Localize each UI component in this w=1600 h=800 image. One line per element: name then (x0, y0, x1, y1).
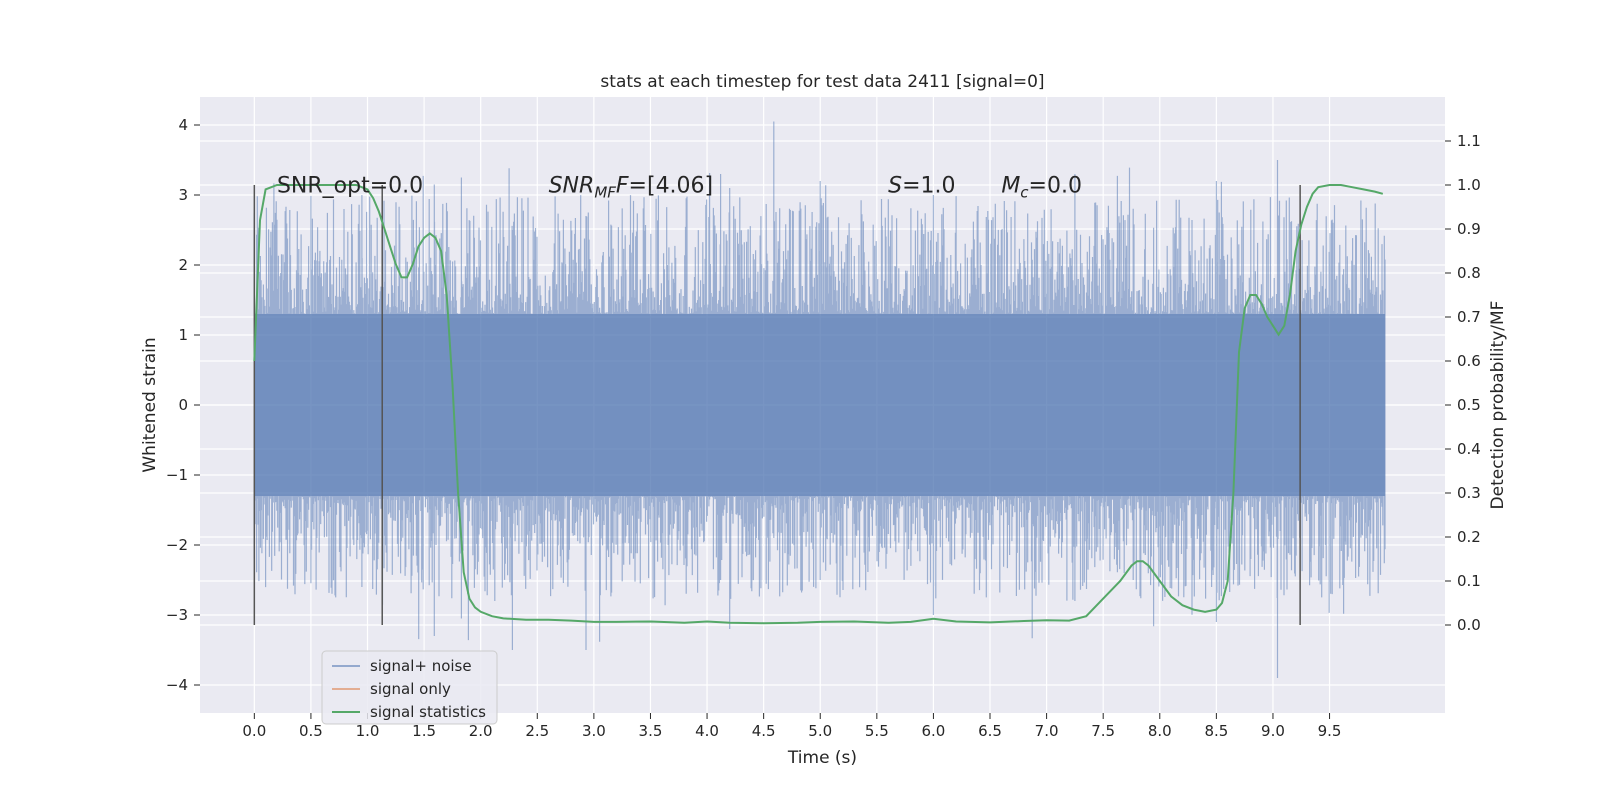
series-signal-statistics (253, 184, 1384, 625)
x-tick-label: 1.5 (412, 722, 436, 740)
y-right-tick-label: 0.0 (1457, 616, 1481, 634)
y-left-tick-label: −1 (166, 466, 188, 484)
y-right-tick-label: 0.9 (1457, 220, 1481, 238)
series-signal-plus-noise (253, 121, 1386, 678)
legend-label: signal+ noise (370, 657, 472, 675)
x-tick-label: 4.5 (752, 722, 776, 740)
y-left-tick-label: 3 (178, 186, 188, 204)
x-tick-label: 6.0 (921, 722, 945, 740)
x-tick-label: 5.5 (865, 722, 889, 740)
annotation-main: S (888, 174, 902, 199)
y-left-tick-label: 1 (178, 326, 188, 344)
y-left-tick-label: 4 (178, 116, 188, 134)
x-tick-label: 9.5 (1318, 722, 1342, 740)
annotation-tail: =0.0 (1029, 174, 1082, 199)
vertical-markers (253, 185, 1301, 625)
y-right-tick-label: 0.5 (1457, 396, 1481, 414)
y-left-tick-label: 2 (178, 256, 188, 274)
x-axis-label: Time (s) (787, 748, 857, 768)
legend-label: signal statistics (370, 703, 486, 721)
y-right-tick-label: 0.6 (1457, 352, 1481, 370)
annotations: SNR_opt=0.0 SNRMFF=[4.06] S=1.0 Mc=0.0 (277, 174, 1082, 202)
annotation-text: S=1.0 (888, 174, 955, 199)
y-axis-right-ticks: 1.1 1.0 0.9 0.8 0.7 0.6 0.5 0.4 0.3 0.2 0.1 0.0 (1445, 132, 1481, 634)
y-right-tick-label: 1.1 (1457, 132, 1481, 150)
y-axis-left-ticks: 4 3 2 1 0 −1 −2 −3 −4 (166, 116, 200, 694)
x-tick-label: 0.0 (242, 722, 266, 740)
y-right-tick-label: 0.2 (1457, 528, 1481, 546)
annotation-subscript: c (1020, 184, 1029, 202)
legend: signal+ noise signal only signal statistic… (321, 650, 498, 725)
x-tick-label: 2.5 (525, 722, 549, 740)
legend-box (321, 650, 498, 725)
annotation-tail: =[4.06] (629, 174, 714, 199)
annotation-italic-f: F (616, 174, 629, 199)
y-right-tick-label: 0.4 (1457, 440, 1481, 458)
y-right-tick-label: 0.7 (1457, 308, 1481, 326)
annotation-text: Mc=0.0 (1001, 174, 1082, 202)
y-left-tick-label: −4 (166, 676, 188, 694)
x-tick-label: 9.0 (1261, 722, 1285, 740)
x-tick-label: 7.5 (1091, 722, 1115, 740)
x-tick-label: 1.0 (356, 722, 380, 740)
annotation-main: M (1001, 174, 1020, 199)
y-axis-left-label: Whitened strain (140, 337, 160, 472)
y-right-tick-label: 0.1 (1457, 572, 1481, 590)
y-left-tick-label: −2 (166, 536, 188, 554)
x-tick-label: 0.5 (299, 722, 323, 740)
y-right-tick-label: 0.3 (1457, 484, 1481, 502)
x-tick-label: 8.0 (1148, 722, 1172, 740)
x-tick-label: 3.5 (639, 722, 663, 740)
x-tick-label: 7.0 (1035, 722, 1059, 740)
x-tick-label: 8.5 (1204, 722, 1228, 740)
y-left-tick-label: −3 (166, 606, 188, 624)
signal-statistics-line (253, 184, 1384, 625)
annotation-main: SNR (549, 174, 595, 199)
x-axis-ticks: 0.0 0.5 1.0 1.5 2.0 2.5 3.0 3.5 4.0 4.5 5.0 5.5 6.0 6… (242, 713, 1341, 740)
x-tick-label: 5.0 (808, 722, 832, 740)
y-axis-right-label: Detection probability/MF (1488, 301, 1508, 510)
y-left-tick-label: 0 (178, 396, 188, 414)
annotation-text: SNR_opt=0.0 (277, 174, 423, 199)
annotation-subscript: MF (594, 184, 616, 202)
x-tick-label: 4.0 (695, 722, 719, 740)
x-tick-label: 3.0 (582, 722, 606, 740)
x-tick-label: 6.5 (978, 722, 1002, 740)
chart-title: stats at each timestep for test data 241… (600, 72, 1044, 92)
x-tick-label: 2.0 (469, 722, 493, 740)
y-right-tick-label: 1.0 (1457, 176, 1481, 194)
y-right-tick-label: 0.8 (1457, 264, 1481, 282)
annotation-text: SNRMFF=[4.06] (549, 174, 714, 202)
annotation-tail: =1.0 (902, 174, 955, 199)
legend-label: signal only (370, 680, 451, 698)
